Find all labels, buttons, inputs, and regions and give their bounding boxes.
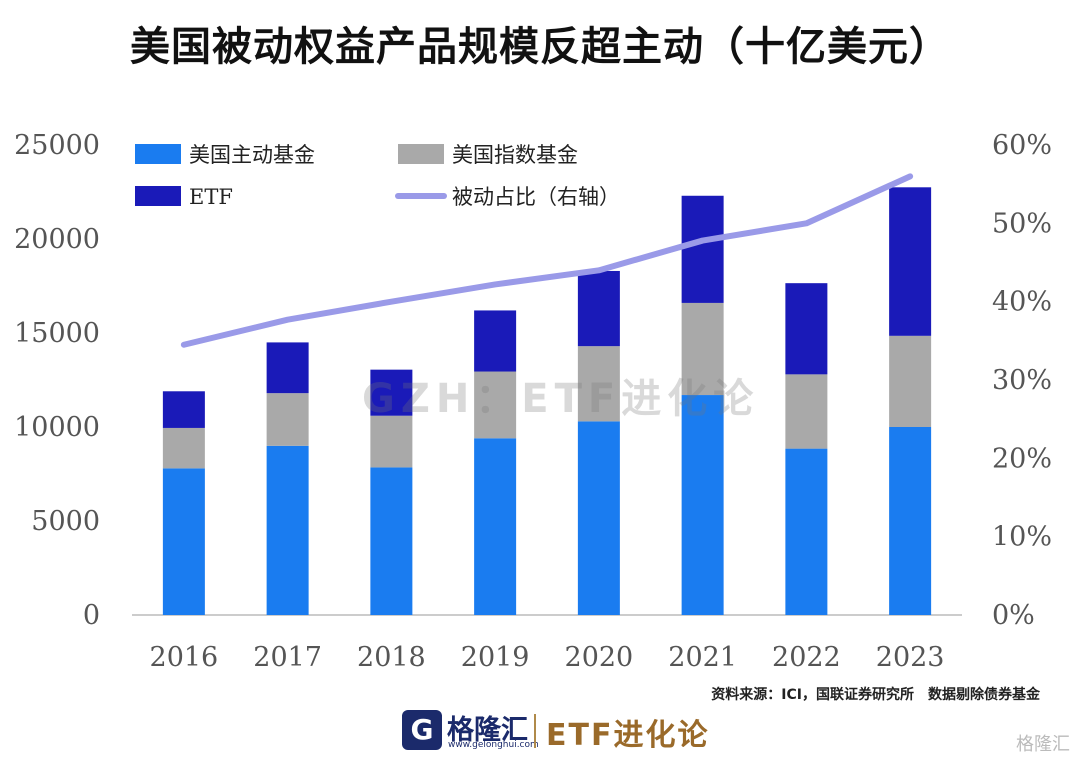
- chart-title: 美国被动权益产品规模反超主动（十亿美元）: [130, 24, 950, 70]
- bar-segment: [474, 371, 517, 439]
- chart-legend: 美国主动基金 美国指数基金 ETF 被动占比（右轴）: [135, 143, 620, 209]
- y2-tick-label: 10%: [992, 522, 1052, 553]
- brand-name: ETF进化论: [546, 718, 710, 753]
- bar-segment: [370, 467, 413, 615]
- bar-segment: [162, 427, 205, 469]
- bar-segment: [681, 302, 724, 396]
- bar-segment: [889, 187, 932, 336]
- bar-segment: [474, 310, 517, 372]
- x-tick-label: 2017: [253, 642, 322, 673]
- gelonghui-logo-icon: G: [402, 710, 442, 750]
- bar-segment: [577, 270, 620, 347]
- bar-segment: [162, 391, 205, 428]
- bar-segment: [577, 346, 620, 422]
- y2-tick-label: 30%: [992, 365, 1052, 396]
- y2-tick-label: 40%: [992, 287, 1052, 318]
- y2-tick-label: 20%: [992, 443, 1052, 474]
- ratio-line-layer: [180, 173, 914, 348]
- y-tick-label: 15000: [14, 318, 100, 349]
- bar-segment: [474, 438, 517, 615]
- legend-label: 美国指数基金: [452, 143, 578, 167]
- bar-segment: [266, 393, 309, 446]
- corner-watermark: 格隆汇: [1016, 734, 1070, 755]
- logo-divider: [534, 714, 536, 748]
- y-tick-label: 25000: [14, 130, 100, 161]
- bar-segment: [785, 448, 828, 615]
- ratio-line: [180, 173, 914, 348]
- bar-segment: [785, 283, 828, 375]
- y2-tick-label: 60%: [992, 130, 1052, 161]
- bar-segment: [162, 468, 205, 615]
- legend-label: 被动占比（右轴）: [452, 185, 620, 209]
- bar-segment: [577, 421, 620, 615]
- x-tick-label: 2016: [150, 642, 219, 673]
- chart-bars: [162, 187, 932, 615]
- bar-segment: [266, 445, 309, 615]
- x-tick-label: 2023: [876, 642, 945, 673]
- bar-segment: [889, 427, 932, 615]
- y-tick-label: 0: [83, 600, 100, 631]
- bar-segment: [681, 395, 724, 615]
- bar-segment: [266, 342, 309, 394]
- legend-swatch: [135, 186, 181, 206]
- x-tick-label: 2022: [772, 642, 841, 673]
- stacked-bar-chart: 0 5000 10000 15000 20000 25000 0% 10% 20% 30% 40% 5…: [14, 130, 1052, 673]
- y2-tick-label: 50%: [992, 208, 1052, 239]
- bar-segment: [785, 374, 828, 449]
- legend-swatch: [398, 144, 444, 164]
- logo-url: www.gelonghui.com: [448, 740, 539, 750]
- y-tick-label: 20000: [14, 224, 100, 255]
- x-tick-label: 2020: [565, 642, 634, 673]
- logo-name: 格隆汇: [447, 715, 528, 746]
- bar-segment: [370, 415, 413, 468]
- y-tick-label: 10000: [14, 412, 100, 443]
- legend-label: ETF: [189, 185, 233, 209]
- bar-segment: [889, 335, 932, 427]
- source-note-extra: 数据剔除债券基金: [928, 687, 1040, 703]
- source-text: 资料来源：ICI，国联证券研究所: [711, 687, 914, 703]
- legend-swatch: [135, 144, 181, 164]
- legend-label: 美国主动基金: [189, 143, 315, 167]
- x-tick-label: 2018: [357, 642, 426, 673]
- bar-segment: [681, 195, 724, 303]
- source-note: 资料来源：ICI，国联证券研究所 数据剔除债券基金: [711, 684, 1040, 704]
- chart-axes: 0 5000 10000 15000 20000 25000 0% 10% 20% 30% 40% 5…: [14, 130, 1052, 673]
- x-tick-label: 2021: [668, 642, 737, 673]
- y2-tick-label: 0%: [992, 600, 1035, 631]
- footer: G 格隆汇 www.gelonghui.com ETF进化论 格隆汇: [0, 700, 1080, 762]
- y-tick-label: 5000: [31, 506, 100, 537]
- x-tick-label: 2019: [461, 642, 530, 673]
- bar-segment: [370, 369, 413, 416]
